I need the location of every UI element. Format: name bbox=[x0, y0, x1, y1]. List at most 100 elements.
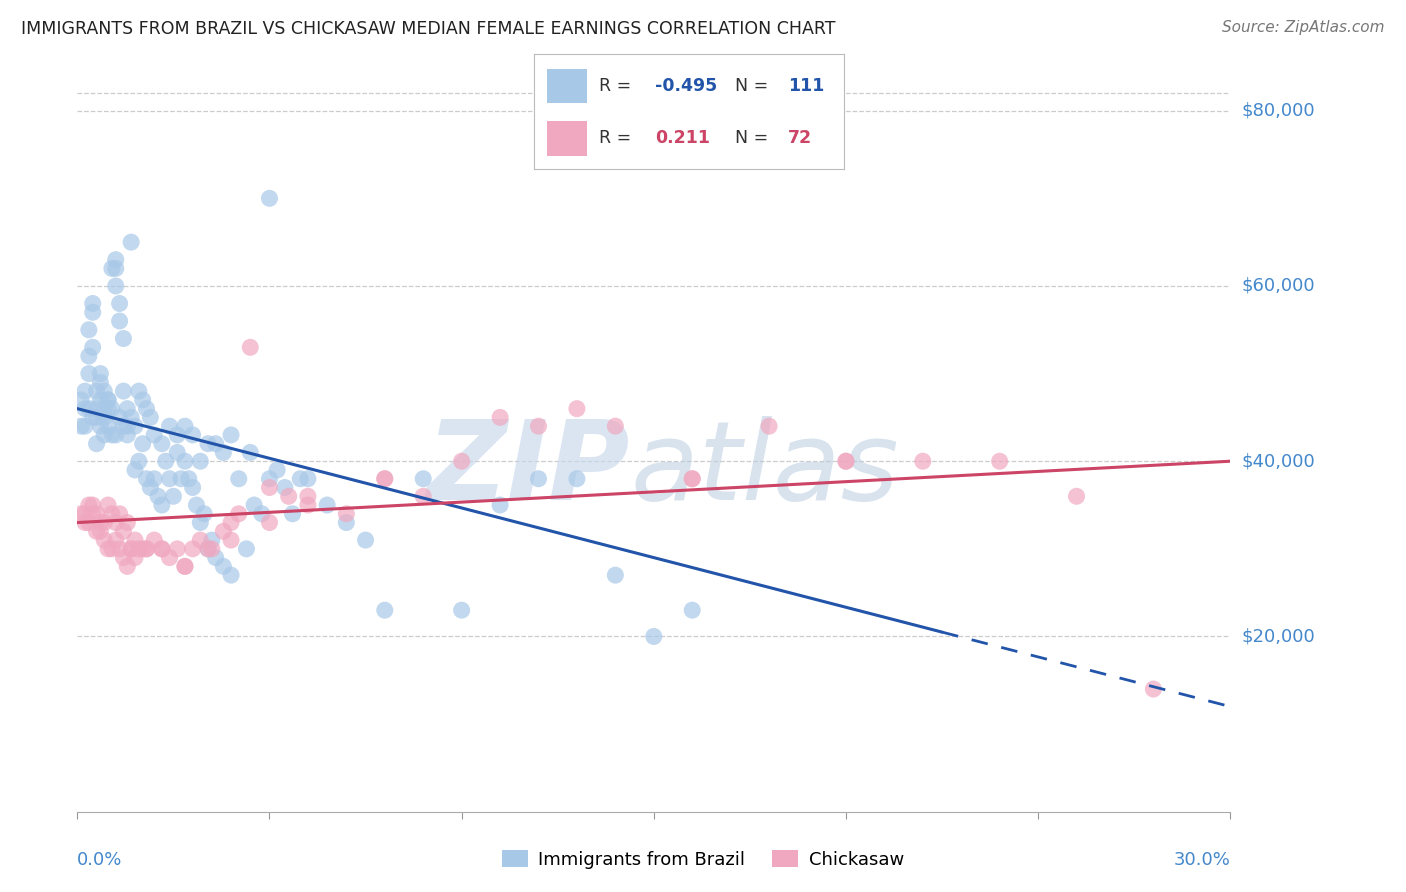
Point bbox=[124, 419, 146, 434]
Point bbox=[77, 367, 100, 381]
Point bbox=[274, 481, 297, 495]
Point bbox=[104, 279, 127, 293]
Point bbox=[219, 568, 242, 582]
Point bbox=[73, 384, 96, 398]
Point bbox=[235, 541, 257, 556]
Point bbox=[108, 507, 131, 521]
Point bbox=[97, 419, 120, 434]
Point bbox=[93, 516, 115, 530]
Point bbox=[73, 401, 96, 416]
Point bbox=[93, 410, 115, 425]
Legend: Immigrants from Brazil, Chickasaw: Immigrants from Brazil, Chickasaw bbox=[495, 843, 911, 876]
Point bbox=[143, 472, 166, 486]
Point bbox=[297, 472, 319, 486]
Point bbox=[139, 410, 162, 425]
Point bbox=[565, 401, 588, 416]
Point bbox=[120, 541, 142, 556]
Point bbox=[290, 472, 312, 486]
Point bbox=[354, 533, 377, 547]
Point bbox=[212, 559, 235, 574]
Point bbox=[159, 550, 181, 565]
Point bbox=[73, 516, 96, 530]
Point bbox=[97, 541, 120, 556]
Point bbox=[108, 296, 131, 310]
Point bbox=[131, 541, 153, 556]
Point bbox=[450, 454, 472, 468]
Point bbox=[201, 541, 224, 556]
Point bbox=[219, 533, 242, 547]
Point bbox=[128, 384, 150, 398]
Point bbox=[124, 533, 146, 547]
Point bbox=[124, 463, 146, 477]
Point bbox=[101, 507, 124, 521]
Point bbox=[174, 559, 197, 574]
Point bbox=[181, 428, 204, 442]
Point bbox=[911, 454, 934, 468]
Point bbox=[181, 541, 204, 556]
Point bbox=[188, 516, 211, 530]
Point bbox=[73, 507, 96, 521]
Point bbox=[159, 472, 181, 486]
Point bbox=[277, 489, 299, 503]
Point bbox=[97, 392, 120, 407]
Point bbox=[527, 472, 550, 486]
Point bbox=[166, 445, 188, 459]
Point bbox=[1142, 681, 1164, 696]
Text: $40,000: $40,000 bbox=[1241, 452, 1315, 470]
Point bbox=[82, 507, 104, 521]
Point bbox=[166, 428, 188, 442]
Point bbox=[297, 498, 319, 512]
Point bbox=[104, 533, 127, 547]
Point bbox=[117, 419, 139, 434]
Point bbox=[86, 410, 108, 425]
Point bbox=[124, 550, 146, 565]
Point bbox=[135, 401, 157, 416]
Point bbox=[239, 445, 262, 459]
Text: 30.0%: 30.0% bbox=[1174, 851, 1230, 869]
Text: IMMIGRANTS FROM BRAZIL VS CHICKASAW MEDIAN FEMALE EARNINGS CORRELATION CHART: IMMIGRANTS FROM BRAZIL VS CHICKASAW MEDI… bbox=[21, 20, 835, 37]
Point bbox=[681, 603, 703, 617]
Point bbox=[155, 454, 177, 468]
Point bbox=[250, 507, 273, 521]
Point bbox=[117, 401, 139, 416]
Point bbox=[86, 436, 108, 450]
Point bbox=[93, 428, 115, 442]
Point bbox=[835, 454, 858, 468]
Point bbox=[135, 541, 157, 556]
Point bbox=[177, 472, 200, 486]
Point bbox=[101, 428, 124, 442]
Point bbox=[239, 340, 262, 354]
Point bbox=[86, 401, 108, 416]
Text: N =: N = bbox=[735, 129, 775, 147]
Point bbox=[101, 541, 124, 556]
Point bbox=[146, 489, 169, 503]
Point bbox=[212, 524, 235, 539]
Point bbox=[104, 428, 127, 442]
Point bbox=[77, 349, 100, 363]
Point bbox=[527, 419, 550, 434]
Point bbox=[374, 472, 396, 486]
Point bbox=[150, 498, 173, 512]
Point bbox=[412, 472, 434, 486]
Point bbox=[181, 481, 204, 495]
Point bbox=[605, 568, 627, 582]
Point bbox=[281, 507, 304, 521]
Point bbox=[86, 384, 108, 398]
Point bbox=[117, 428, 139, 442]
Point bbox=[128, 454, 150, 468]
Point bbox=[259, 191, 281, 205]
Point bbox=[605, 419, 627, 434]
Point bbox=[97, 498, 120, 512]
Point bbox=[174, 454, 197, 468]
Text: 0.211: 0.211 bbox=[655, 129, 710, 147]
Point bbox=[212, 445, 235, 459]
Point bbox=[120, 541, 142, 556]
Point bbox=[681, 472, 703, 486]
Point bbox=[77, 401, 100, 416]
Point bbox=[89, 524, 111, 539]
Text: N =: N = bbox=[735, 77, 775, 95]
Point bbox=[159, 419, 181, 434]
Point bbox=[70, 419, 93, 434]
Point bbox=[120, 235, 142, 249]
Point bbox=[259, 481, 281, 495]
